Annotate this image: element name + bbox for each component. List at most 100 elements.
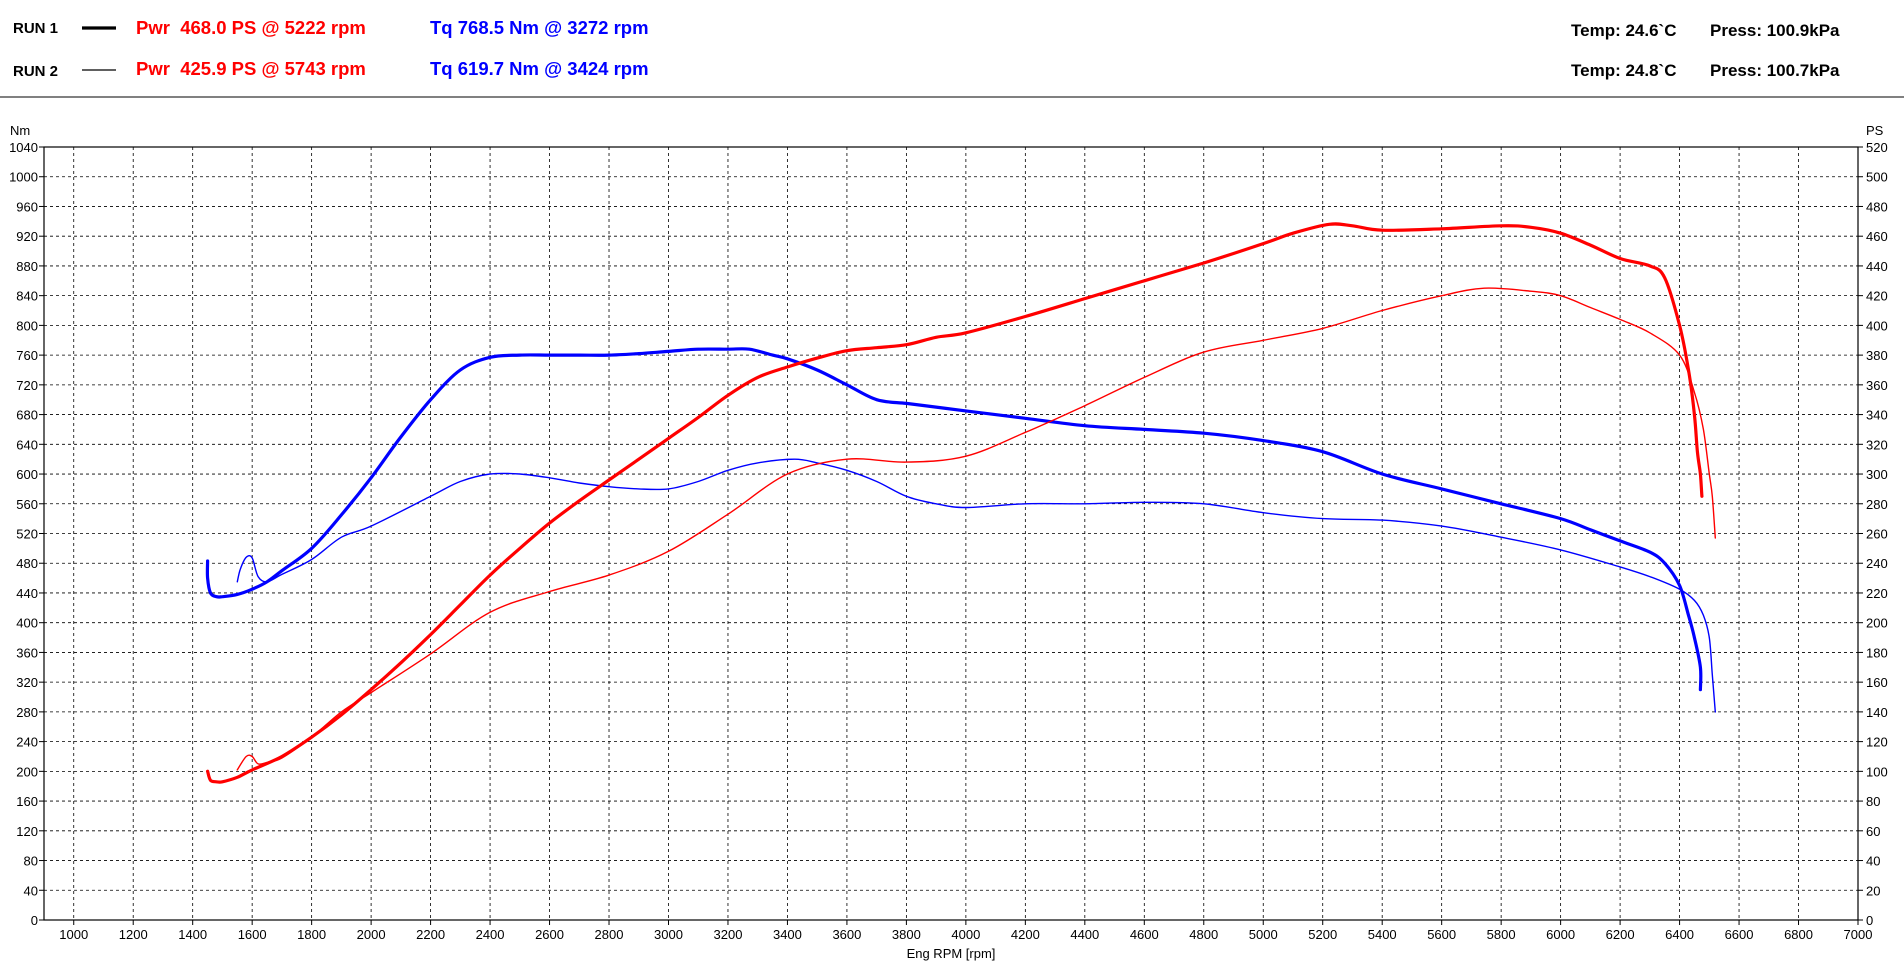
x-tick-label: 5400 (1368, 927, 1397, 942)
y-left-tick-label: 40 (24, 883, 38, 898)
y-left-tick-label: 360 (16, 645, 38, 660)
x-tick-label: 2800 (595, 927, 624, 942)
y-left-tick-label: 80 (24, 854, 38, 869)
y-right-axis-title: PS (1866, 123, 1884, 138)
y-left-tick-label: 0 (31, 913, 38, 928)
x-tick-label: 6800 (1784, 927, 1813, 942)
y-right-tick-label: 120 (1866, 735, 1888, 750)
y-left-tick-label: 920 (16, 229, 38, 244)
y-right-tick-label: 0 (1866, 913, 1873, 928)
y-left-tick-label: 160 (16, 794, 38, 809)
y-left-tick-label: 120 (16, 824, 38, 839)
x-tick-label: 3000 (654, 927, 683, 942)
grid (39, 146, 1863, 925)
y-right-tick-label: 100 (1866, 764, 1888, 779)
x-axis-title: Eng RPM [rpm] (907, 946, 996, 961)
run-2-power-line (236, 287, 1716, 771)
y-right-tick-label: 220 (1866, 586, 1888, 601)
run2-power-summary: Pwr 425.9 PS @ 5743 rpm (136, 58, 366, 79)
x-tick-label: 5600 (1427, 927, 1456, 942)
series-lines (205, 222, 1716, 784)
y-left-tick-label: 240 (16, 735, 38, 750)
y-right-tick-label: 140 (1866, 705, 1888, 720)
x-tick-label: 4400 (1070, 927, 1099, 942)
y-left-tick-label: 640 (16, 437, 38, 452)
y-right-tick-label: 260 (1866, 527, 1888, 542)
x-tick-label: 2000 (357, 927, 386, 942)
x-tick-label: 4800 (1189, 927, 1218, 942)
y-left-tick-label: 200 (16, 764, 38, 779)
y-right-tick-label: 180 (1866, 645, 1888, 660)
y-right-tick-label: 380 (1866, 348, 1888, 363)
y-left-tick-label: 760 (16, 348, 38, 363)
y-right-tick-label: 80 (1866, 794, 1880, 809)
y-left-axis-title: Nm (10, 123, 30, 138)
y-right-tick-label: 420 (1866, 289, 1888, 304)
y-left-tick-label: 320 (16, 675, 38, 690)
y-right-tick-label: 340 (1866, 408, 1888, 423)
tick-labels: 1000 1200 1400 1600 1800 2000 2200 2400 2600 2800… (9, 140, 1888, 942)
y-left-tick-label: 560 (16, 497, 38, 512)
y-left-tick-label: 1000 (9, 170, 38, 185)
y-right-tick-label: 320 (1866, 437, 1888, 452)
y-left-tick-label: 480 (16, 556, 38, 571)
y-right-tick-label: 400 (1866, 318, 1888, 333)
x-tick-label: 5800 (1487, 927, 1516, 942)
run-2-torque-line (236, 458, 1716, 713)
run1-power-summary: Pwr 468.0 PS @ 5222 rpm (136, 17, 366, 38)
run2-temp: Temp: 24.8`C (1571, 61, 1677, 80)
x-tick-label: 3200 (714, 927, 743, 942)
y-right-tick-label: 500 (1866, 170, 1888, 185)
run1-press: Press: 100.9kPa (1710, 21, 1840, 40)
y-right-tick-label: 160 (1866, 675, 1888, 690)
x-tick-label: 4600 (1130, 927, 1159, 942)
x-tick-label: 3600 (832, 927, 861, 942)
x-tick-label: 7000 (1844, 927, 1873, 942)
run-1-torque-line (205, 347, 1703, 692)
run1-label: RUN 1 (13, 20, 58, 37)
x-tick-label: 1200 (119, 927, 148, 942)
run2-torque-summary: Tq 619.7 Nm @ 3424 rpm (430, 58, 649, 79)
y-right-tick-label: 520 (1866, 140, 1888, 155)
x-tick-label: 6000 (1546, 927, 1575, 942)
x-tick-label: 3400 (773, 927, 802, 942)
y-left-tick-label: 600 (16, 467, 38, 482)
x-tick-label: 1600 (238, 927, 267, 942)
y-right-tick-label: 300 (1866, 467, 1888, 482)
y-right-tick-label: 240 (1866, 556, 1888, 571)
plot-frame (43, 146, 1859, 921)
y-right-tick-label: 20 (1866, 883, 1880, 898)
y-left-tick-label: 280 (16, 705, 38, 720)
x-tick-label: 5000 (1249, 927, 1278, 942)
x-tick-label: 2600 (535, 927, 564, 942)
y-left-tick-label: 960 (16, 199, 38, 214)
y-left-tick-label: 800 (16, 318, 38, 333)
x-tick-label: 6600 (1725, 927, 1754, 942)
y-right-tick-label: 200 (1866, 616, 1888, 631)
x-tick-label: 1000 (59, 927, 88, 942)
y-left-tick-label: 520 (16, 527, 38, 542)
run1-temp: Temp: 24.6`C (1571, 21, 1677, 40)
y-right-tick-label: 440 (1866, 259, 1888, 274)
run-1-power-line (206, 222, 1704, 784)
x-tick-label: 6400 (1665, 927, 1694, 942)
x-tick-label: 4200 (1011, 927, 1040, 942)
run2-press: Press: 100.7kPa (1710, 61, 1840, 80)
x-tick-label: 5200 (1308, 927, 1337, 942)
x-tick-label: 4000 (951, 927, 980, 942)
y-left-tick-label: 720 (16, 378, 38, 393)
x-tick-label: 3800 (892, 927, 921, 942)
run2-label: RUN 2 (13, 63, 58, 80)
y-left-tick-label: 880 (16, 259, 38, 274)
y-right-tick-label: 280 (1866, 497, 1888, 512)
y-left-tick-label: 1040 (9, 140, 38, 155)
x-tick-label: 2200 (416, 927, 445, 942)
y-right-tick-label: 60 (1866, 824, 1880, 839)
x-tick-label: 2400 (476, 927, 505, 942)
x-tick-label: 1400 (178, 927, 207, 942)
y-right-tick-label: 40 (1866, 854, 1880, 869)
run1-torque-summary: Tq 768.5 Nm @ 3272 rpm (430, 17, 649, 38)
y-right-tick-label: 460 (1866, 229, 1888, 244)
y-right-tick-label: 480 (1866, 199, 1888, 214)
